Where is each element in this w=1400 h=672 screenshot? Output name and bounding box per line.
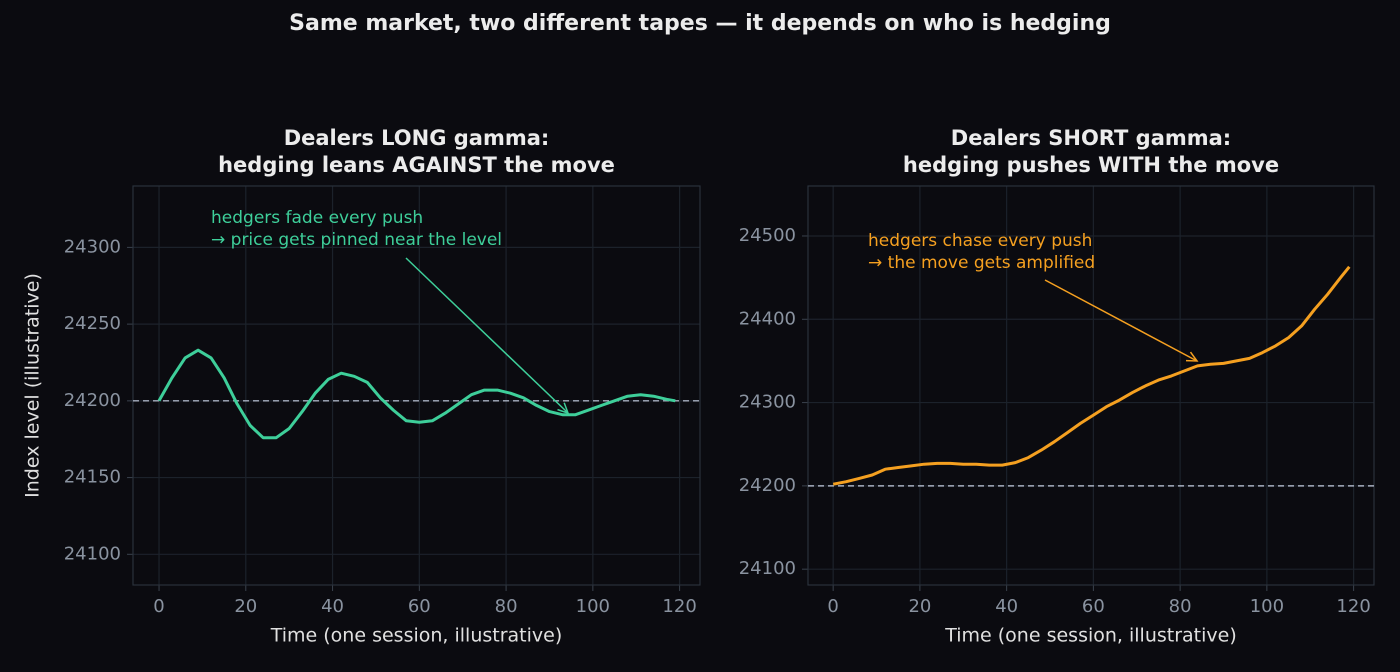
annotation-arrowhead — [557, 402, 570, 415]
x-tick-label: 60 — [1082, 596, 1105, 617]
x-tick-label: 120 — [662, 596, 696, 617]
y-tick-label: 24300 — [64, 236, 121, 257]
y-tick-label: 24500 — [739, 225, 796, 246]
x-tick-label: 20 — [234, 596, 257, 617]
panel-title: Dealers LONG gamma: — [284, 126, 550, 150]
panel-title: hedging leans AGAINST the move — [218, 153, 615, 177]
annotation: → the move gets amplified — [868, 253, 1095, 273]
x-tick-label: 100 — [1250, 596, 1284, 617]
annotation-arrow — [405, 257, 569, 414]
x-axis-label: Time (one session, illustrative) — [270, 625, 563, 647]
x-tick-label: 40 — [995, 596, 1018, 617]
y-tick-label: 24200 — [739, 475, 796, 496]
x-axis-label: Time (one session, illustrative) — [944, 625, 1237, 647]
panel-title: hedging pushes WITH the move — [903, 153, 1279, 177]
y-tick-label: 24100 — [64, 543, 121, 564]
x-tick-label: 40 — [321, 596, 344, 617]
line — [157, 348, 676, 440]
x-tick-label: 120 — [1336, 596, 1370, 617]
annotation: hedgers chase every push — [868, 231, 1092, 251]
y-tick-label: 24150 — [64, 467, 121, 488]
x-tick-label: 100 — [576, 596, 610, 617]
plot-frame — [132, 185, 701, 586]
annotation: → price gets pinned near the level — [211, 230, 502, 250]
x-tick-label: 80 — [495, 596, 518, 617]
x-tick-label: 0 — [153, 596, 164, 617]
y-tick-label: 24100 — [739, 558, 796, 579]
y-axis-label: Index level (illustrative) — [22, 273, 44, 498]
y-tick-label: 24250 — [64, 313, 121, 334]
x-tick-label: 80 — [1169, 596, 1192, 617]
annotation: hedgers fade every push — [211, 208, 423, 228]
y-tick-label: 24200 — [64, 390, 121, 411]
line — [832, 265, 1351, 486]
x-tick-label: 20 — [908, 596, 931, 617]
annotation-arrowhead — [1185, 351, 1199, 362]
panel-title: Dealers SHORT gamma: — [951, 126, 1231, 150]
x-tick-label: 60 — [408, 596, 431, 617]
plot-frame — [807, 185, 1375, 586]
figure-title: Same market, two different tapes — it de… — [289, 11, 1111, 36]
y-tick-label: 24300 — [739, 392, 796, 413]
annotation-arrow — [1044, 279, 1198, 362]
x-tick-label: 0 — [827, 596, 838, 617]
y-tick-label: 24400 — [739, 308, 796, 329]
